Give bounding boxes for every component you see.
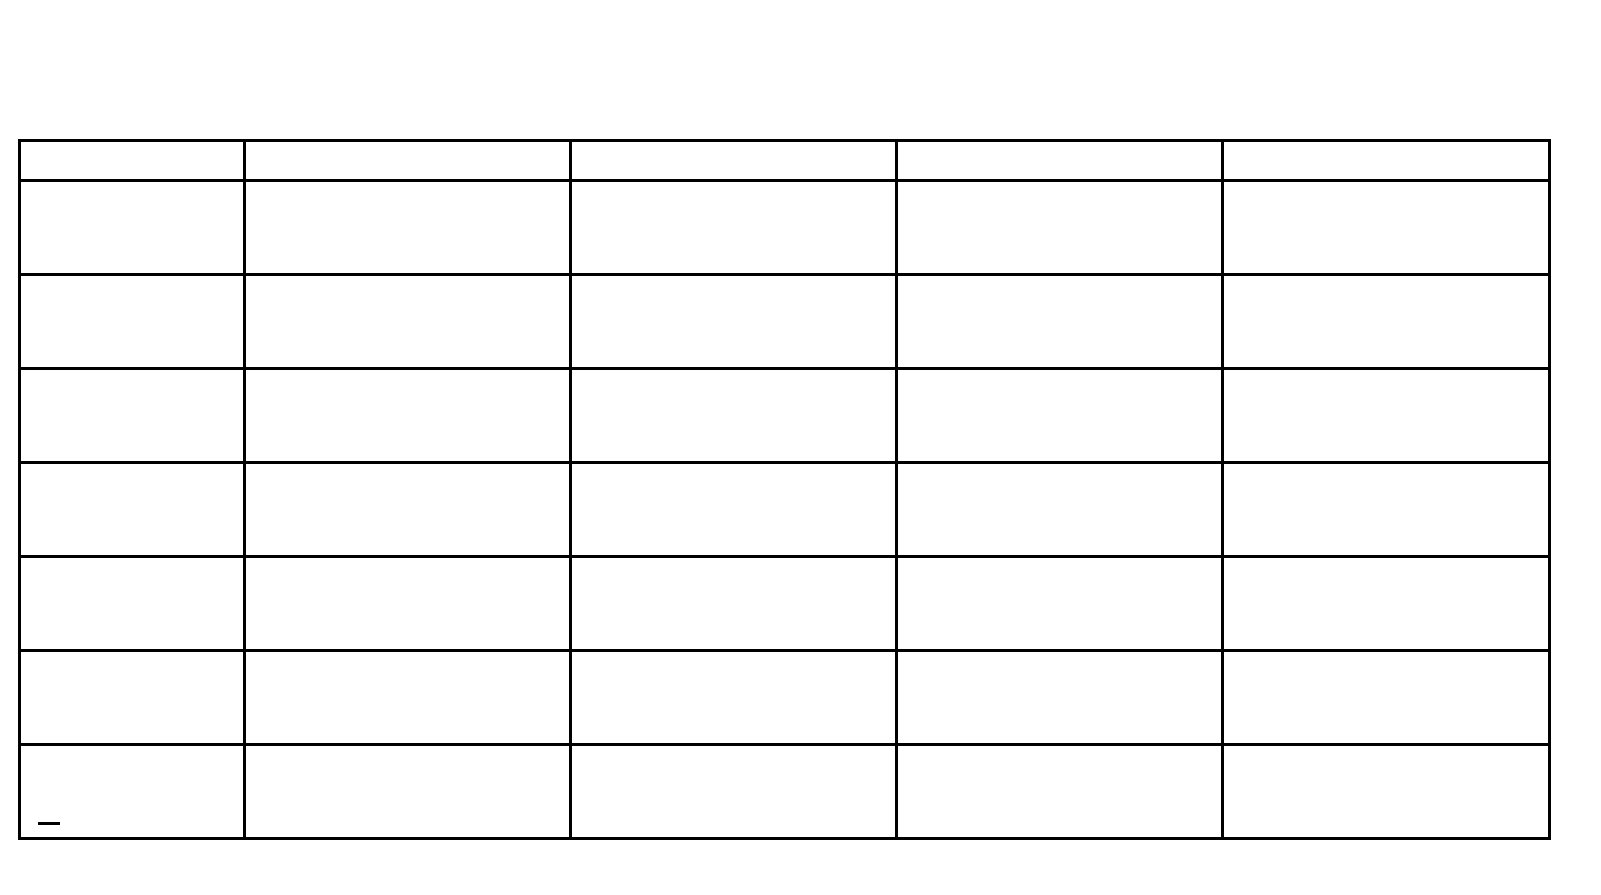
table-row	[18, 179, 1551, 276]
table-cell	[569, 367, 898, 464]
table-cell	[18, 179, 246, 276]
table-cell	[243, 649, 572, 746]
table-cell	[1221, 555, 1551, 652]
table-cell	[18, 139, 246, 182]
table-row	[18, 367, 1551, 464]
table-cell	[895, 179, 1224, 276]
table-cell	[243, 273, 572, 370]
table-cell	[243, 139, 572, 182]
table-cell	[243, 179, 572, 276]
underline-mark	[38, 822, 60, 825]
table-cell	[1221, 273, 1551, 370]
table-cell	[569, 555, 898, 652]
table-cell	[243, 555, 572, 652]
table-row	[18, 273, 1551, 370]
table-cell	[1221, 139, 1551, 182]
table-header-row	[18, 139, 1551, 182]
table-cell	[569, 139, 898, 182]
table-cell	[243, 367, 572, 464]
table-cell	[569, 743, 898, 840]
table-cell	[895, 743, 1224, 840]
table-cell	[569, 273, 898, 370]
table-cell	[1221, 461, 1551, 558]
table-row	[18, 743, 1551, 840]
table-cell	[1221, 179, 1551, 276]
table-cell	[18, 555, 246, 652]
table-cell	[569, 179, 898, 276]
table-cell	[1221, 743, 1551, 840]
table-cell	[1221, 649, 1551, 746]
table-cell	[18, 367, 246, 464]
table-cell	[569, 461, 898, 558]
table-cell	[895, 649, 1224, 746]
table-cell	[895, 139, 1224, 182]
table-cell	[895, 273, 1224, 370]
empty-table	[18, 139, 1551, 840]
table-cell	[18, 461, 246, 558]
table-cell	[243, 461, 572, 558]
table-row	[18, 649, 1551, 746]
table-row	[18, 461, 1551, 558]
table-cell	[1221, 367, 1551, 464]
table-cell	[895, 367, 1224, 464]
table-cell	[18, 273, 246, 370]
table-cell	[18, 649, 246, 746]
table-cell	[895, 461, 1224, 558]
table-row	[18, 555, 1551, 652]
table-cell	[569, 649, 898, 746]
table-cell	[895, 555, 1224, 652]
table-cell	[243, 743, 572, 840]
